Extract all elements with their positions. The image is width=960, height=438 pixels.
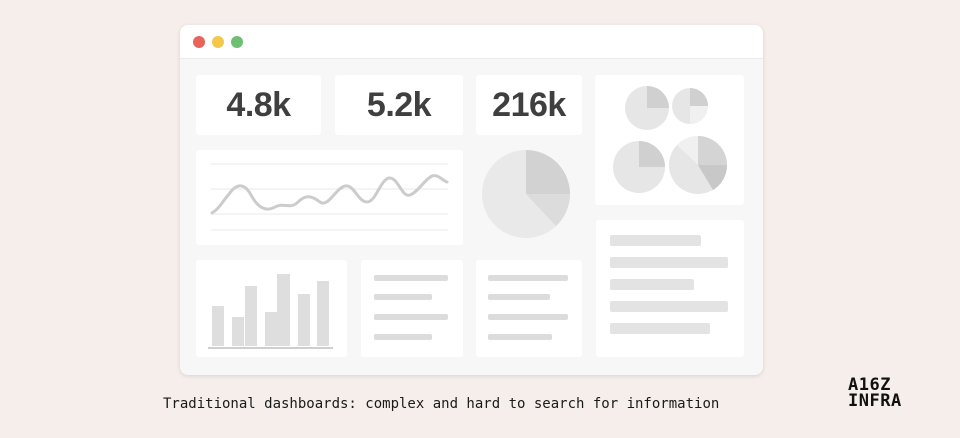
text-line: [610, 279, 694, 290]
text-line: [374, 314, 448, 320]
text-card-1: [361, 260, 463, 357]
text-line: [610, 323, 710, 334]
text-line: [488, 334, 552, 340]
bar: [232, 317, 244, 346]
bar-chart-baseline: [208, 347, 333, 349]
maximize-dot-icon[interactable]: [231, 36, 243, 48]
text-line: [610, 301, 728, 312]
text-line: [374, 275, 448, 281]
a16z-infra-logo: A16Z INFRA: [848, 375, 902, 411]
stat-card-1: 4.8k: [196, 75, 321, 135]
bar: [245, 286, 257, 346]
pie-grid-card: [595, 75, 744, 205]
stat-card-3: 216k: [476, 75, 582, 135]
pie-grid-graphic: [613, 86, 728, 194]
bar: [317, 281, 329, 346]
text-card-2: [476, 260, 582, 357]
text-list-card: [596, 220, 744, 357]
text-line: [610, 257, 728, 268]
minimize-dot-icon[interactable]: [212, 36, 224, 48]
caption-text: Traditional dashboards: complex and hard…: [163, 396, 720, 412]
stat-value: 4.8k: [226, 85, 291, 124]
bar: [298, 294, 310, 346]
logo-line-1: A16Z: [848, 375, 891, 395]
pie-chart-graphic: [482, 150, 570, 238]
stat-value: 5.2k: [366, 85, 432, 124]
line-chart-graphic: [210, 163, 449, 231]
close-dot-icon[interactable]: [193, 36, 205, 48]
text-line: [374, 294, 432, 300]
bar-chart-card: [196, 260, 347, 357]
text-line: [488, 294, 550, 300]
stat-value: 216k: [492, 85, 566, 124]
bar: [212, 306, 224, 346]
text-line: [488, 314, 568, 320]
bar: [277, 274, 290, 346]
window-titlebar: [180, 25, 763, 59]
logo-line-2: INFRA: [848, 391, 902, 411]
bar: [265, 312, 277, 346]
dashboard-window: 4.8k 5.2k 216k: [180, 25, 763, 375]
line-chart-card: [196, 150, 463, 245]
stat-card-2: 5.2k: [335, 75, 463, 135]
pie-chart-area: [476, 145, 582, 245]
text-line: [488, 275, 568, 281]
text-line: [610, 235, 701, 246]
text-line: [374, 334, 432, 340]
